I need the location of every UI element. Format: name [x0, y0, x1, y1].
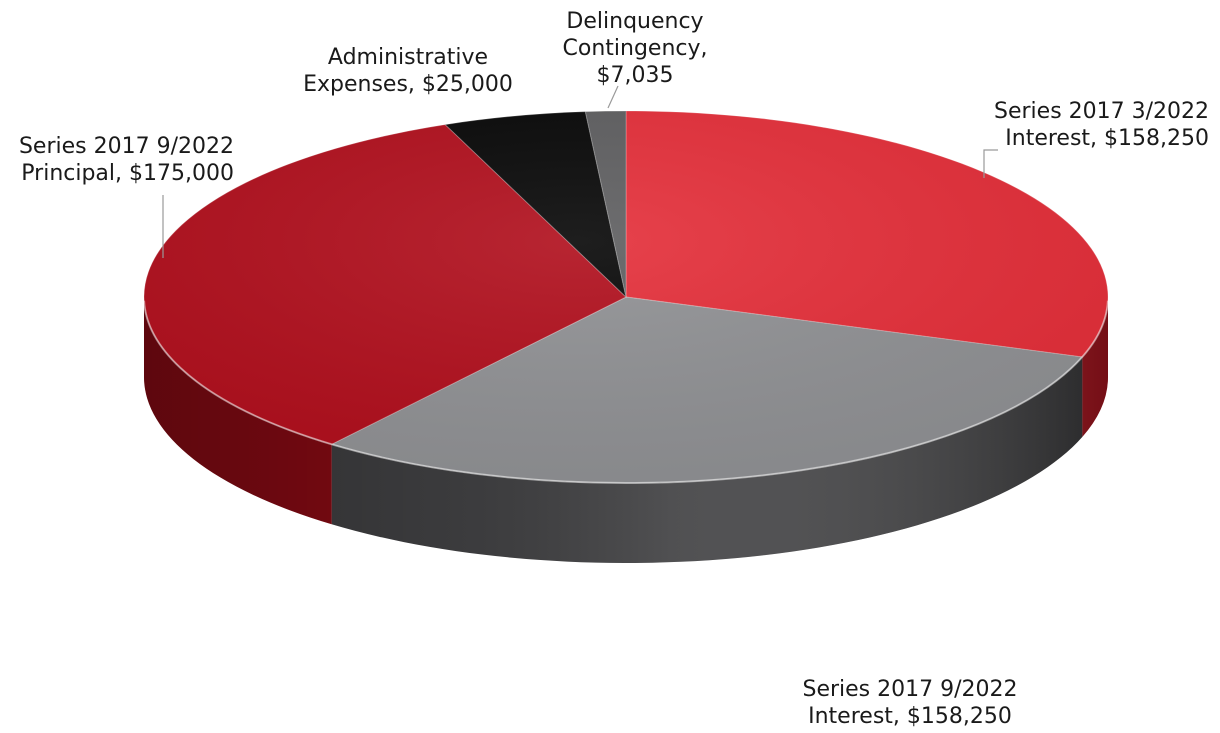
pie-top-shine — [144, 111, 1108, 483]
pie-side-shading — [144, 297, 1108, 563]
pie-rim-highlight — [143, 300, 1109, 484]
slice-label-series-2017-3-2022-interest: Series 2017 3/2022 Interest, $158,250 — [994, 99, 1210, 151]
slice-label-series-2017-9-2022-interest: Series 2017 9/2022 Interest, $158,250 — [802, 677, 1018, 729]
slice-label-series-2017-9-2022-principal: Series 2017 9/2022 Principal, $175,000 — [18, 134, 234, 186]
slice-label-delinquency-contingency: Delinquency Contingency, $7,035 — [562, 9, 708, 88]
leader-line-delinquency-contingency — [607, 85, 619, 109]
leader-line-series-2017-3-2022-interest — [983, 149, 998, 178]
slice-label-administrative-expenses: Administrative Expenses, $25,000 — [303, 45, 513, 97]
